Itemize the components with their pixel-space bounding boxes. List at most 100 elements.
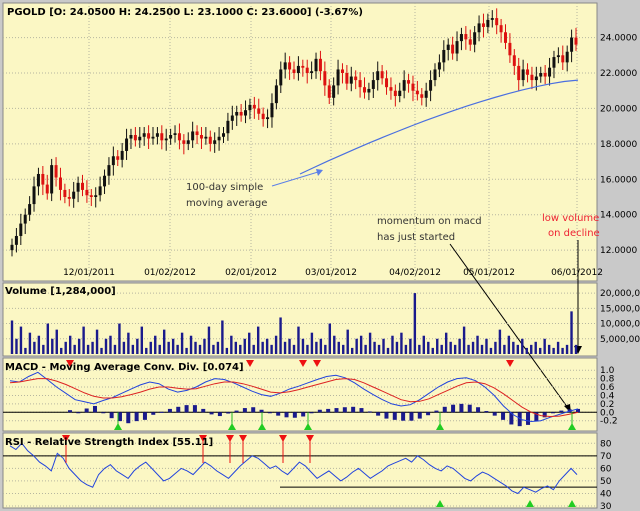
macd-histogram-bar xyxy=(359,408,364,413)
volume-bar xyxy=(467,344,470,354)
macd-y-tick-label: 1.0 xyxy=(600,366,615,376)
rsi-title: RSI - Relative Strength Index [55.11] xyxy=(5,437,213,448)
volume-bar xyxy=(207,326,211,354)
volume-bar xyxy=(198,344,202,354)
macd-histogram-bar xyxy=(267,412,272,414)
candle-body xyxy=(279,69,283,86)
macd-histogram-bar xyxy=(392,412,397,420)
candle-body xyxy=(45,184,49,194)
volume-bar xyxy=(485,338,488,354)
volume-title: Volume [1,284,000] xyxy=(5,286,116,297)
volume-bar xyxy=(24,347,27,354)
volume-bar xyxy=(270,344,273,354)
candle-body xyxy=(151,136,155,139)
volume-bar xyxy=(453,344,457,354)
candle-body xyxy=(248,104,252,111)
candle-body xyxy=(63,189,67,197)
volume-bar xyxy=(444,332,448,354)
volume-bar xyxy=(476,335,479,354)
annotation-macd-arrow xyxy=(449,243,569,409)
candle-body xyxy=(332,85,336,98)
macd-sell-marker xyxy=(506,360,514,367)
price-y-tick-label: 16.0000 xyxy=(600,175,637,185)
volume-bar xyxy=(234,341,238,354)
candle-body xyxy=(539,73,543,77)
candle-body xyxy=(72,191,76,199)
candle-body xyxy=(116,156,120,160)
candle-body xyxy=(526,69,530,75)
volume-bar xyxy=(100,347,103,354)
macd-buy-marker xyxy=(304,423,312,430)
sma-100-line xyxy=(299,79,579,175)
macd-histogram-bar xyxy=(376,412,381,416)
macd-histogram-bar xyxy=(126,412,131,424)
volume-bar xyxy=(337,341,340,354)
candle-body xyxy=(81,182,84,190)
macd-histogram-bar xyxy=(209,412,214,415)
volume-bar xyxy=(342,344,345,354)
macd-histogram-bar xyxy=(201,408,206,413)
candle-body xyxy=(230,115,234,121)
volume-bar xyxy=(113,344,117,354)
candle-body xyxy=(270,103,274,118)
volume-bar xyxy=(534,341,537,354)
volume-bar xyxy=(162,329,166,354)
candle-body xyxy=(314,58,318,72)
rsi-sell-marker xyxy=(199,435,207,442)
volume-bar xyxy=(42,344,45,354)
macd-sell-marker xyxy=(299,360,307,367)
rsi-sell-marker xyxy=(279,435,287,442)
volume-bar xyxy=(574,344,578,354)
candle-body xyxy=(556,55,560,58)
macd-sell-marker xyxy=(66,360,74,367)
macd-y-tick-label: -0.2 xyxy=(600,417,618,427)
macd-histogram-bar xyxy=(401,412,406,421)
candle-body xyxy=(548,67,552,77)
candle-body xyxy=(508,42,512,56)
candle-body xyxy=(530,74,534,81)
price-x-tick-label: 01/02/2012 xyxy=(144,268,196,278)
macd-histogram-bar xyxy=(501,412,506,420)
candle-body xyxy=(393,90,397,97)
price-x-tick-label: 03/01/2012 xyxy=(305,268,357,278)
candle-body xyxy=(14,235,18,245)
candle-body xyxy=(310,71,314,73)
candle-body xyxy=(420,94,424,98)
candle-body xyxy=(266,117,270,120)
macd-buy-marker xyxy=(436,423,444,430)
candle-body xyxy=(85,189,89,196)
candle-body xyxy=(177,133,181,141)
volume-bar xyxy=(239,344,242,354)
macd-histogram-bar xyxy=(76,412,81,414)
volume-bar xyxy=(154,335,157,354)
volume-bar xyxy=(292,344,296,354)
panel-bg-0 xyxy=(2,2,598,282)
rsi-line xyxy=(9,442,578,495)
candle-body xyxy=(380,71,384,79)
volume-bar xyxy=(440,344,443,354)
candle-body xyxy=(41,173,45,185)
volume-bar xyxy=(10,320,14,354)
candle-body xyxy=(561,55,565,63)
candle-body xyxy=(288,62,292,70)
volume-bar xyxy=(400,332,403,354)
volume-bar xyxy=(350,347,354,354)
macd-histogram-bar xyxy=(192,405,197,413)
price-y-tick-label: 14.0000 xyxy=(600,211,637,221)
macd-histogram-bar xyxy=(68,410,72,413)
candle-body xyxy=(354,76,358,81)
macd-histogram-bar xyxy=(242,408,247,413)
candle-body xyxy=(125,138,129,151)
macd-histogram-bar xyxy=(276,412,281,416)
rsi-y-tick-label: 50 xyxy=(600,477,612,487)
volume-bar xyxy=(203,338,206,354)
volume-bar xyxy=(556,341,560,354)
candle-body xyxy=(58,177,62,190)
candle-body xyxy=(129,135,133,139)
macd-histogram-bar xyxy=(292,412,297,418)
volume-bar xyxy=(355,338,358,354)
volume-bar xyxy=(346,329,349,354)
volume-bar xyxy=(283,341,287,354)
candle-body xyxy=(323,71,327,86)
candle-body xyxy=(402,80,406,91)
